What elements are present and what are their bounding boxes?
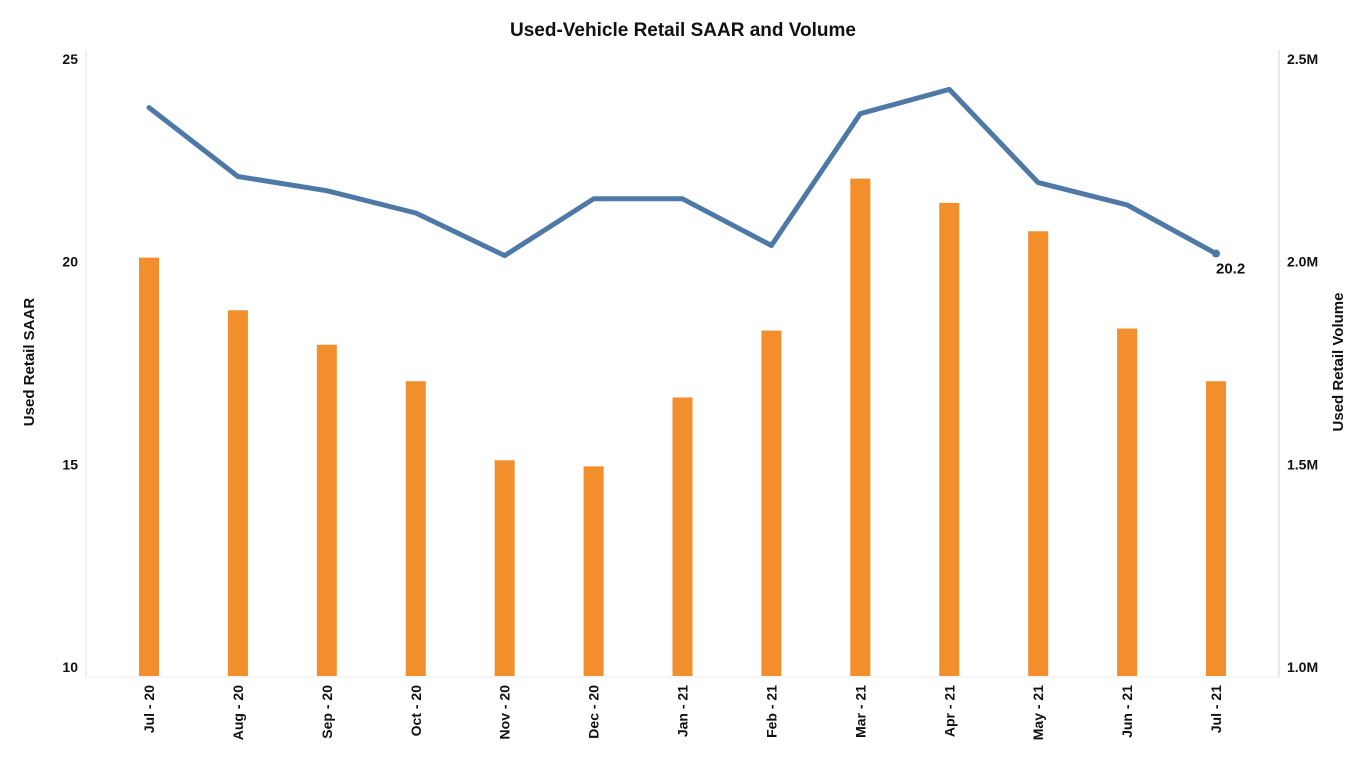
x-tick-label: Apr - 21 — [941, 685, 957, 737]
x-tick-label: Dec - 20 — [586, 685, 602, 739]
volume-bar — [494, 460, 515, 676]
volume-bar — [405, 381, 426, 676]
volume-bar — [939, 202, 960, 677]
volume-bar — [850, 178, 871, 676]
y-left-tick-label: 15 — [62, 456, 78, 472]
y-right-axis-title: Used Retail Volume — [1330, 293, 1347, 432]
volume-bar — [1117, 328, 1138, 676]
x-tick-label: Oct - 20 — [408, 685, 424, 737]
volume-bar — [583, 466, 604, 676]
saar-line-layer: 20.2 — [146, 86, 1245, 278]
left-axis-ticks: 10 15 20 25 — [62, 51, 78, 675]
x-tick-label: Jan - 21 — [675, 685, 691, 737]
y-left-tick-label: 20 — [62, 254, 78, 270]
volume-bar — [1206, 381, 1226, 676]
x-tick-label: Sep - 20 — [319, 685, 335, 739]
saar-end-point — [1212, 249, 1220, 258]
x-tick-label: Jul - 21 — [1208, 685, 1224, 733]
y-left-tick-label: 25 — [62, 51, 78, 67]
saar-end-label: 20.2 — [1216, 261, 1245, 278]
plot-frame — [85, 50, 1280, 678]
y-right-tick-label: 2.0M — [1287, 254, 1318, 270]
volume-bar — [761, 330, 782, 676]
volume-bar — [1028, 231, 1049, 676]
x-tick-label: Nov - 20 — [497, 685, 513, 740]
x-tick-label: Jun - 21 — [1119, 685, 1135, 738]
volume-bar — [227, 310, 248, 676]
y-left-tick-label: 10 — [62, 659, 78, 675]
y-left-axis-title: Used Retail SAAR — [21, 298, 38, 427]
y-right-tick-label: 1.5M — [1287, 456, 1318, 472]
x-tick-label: Aug - 20 — [230, 685, 246, 740]
x-tick-label: Feb - 21 — [763, 685, 779, 738]
chart-title: Used-Vehicle Retail SAAR and Volume — [510, 20, 856, 41]
volume-bar — [139, 257, 159, 676]
y-right-tick-label: 2.5M — [1287, 51, 1318, 67]
x-tick-label: May - 21 — [1030, 685, 1046, 740]
right-axis-ticks: 1.0M 1.5M 2.0M 2.5M — [1287, 51, 1318, 675]
volume-bar — [316, 344, 337, 676]
saar-line — [146, 86, 1219, 259]
x-axis-ticks: Jul - 20 Aug - 20 Sep - 20 Oct - 20 Nov - 20… — [141, 685, 1224, 740]
y-right-tick-label: 1.0M — [1287, 659, 1318, 675]
volume-bar — [672, 397, 693, 676]
x-tick-label: Jul - 20 — [141, 685, 157, 733]
x-tick-label: Mar - 21 — [852, 685, 868, 738]
volume-bars — [139, 178, 1226, 677]
